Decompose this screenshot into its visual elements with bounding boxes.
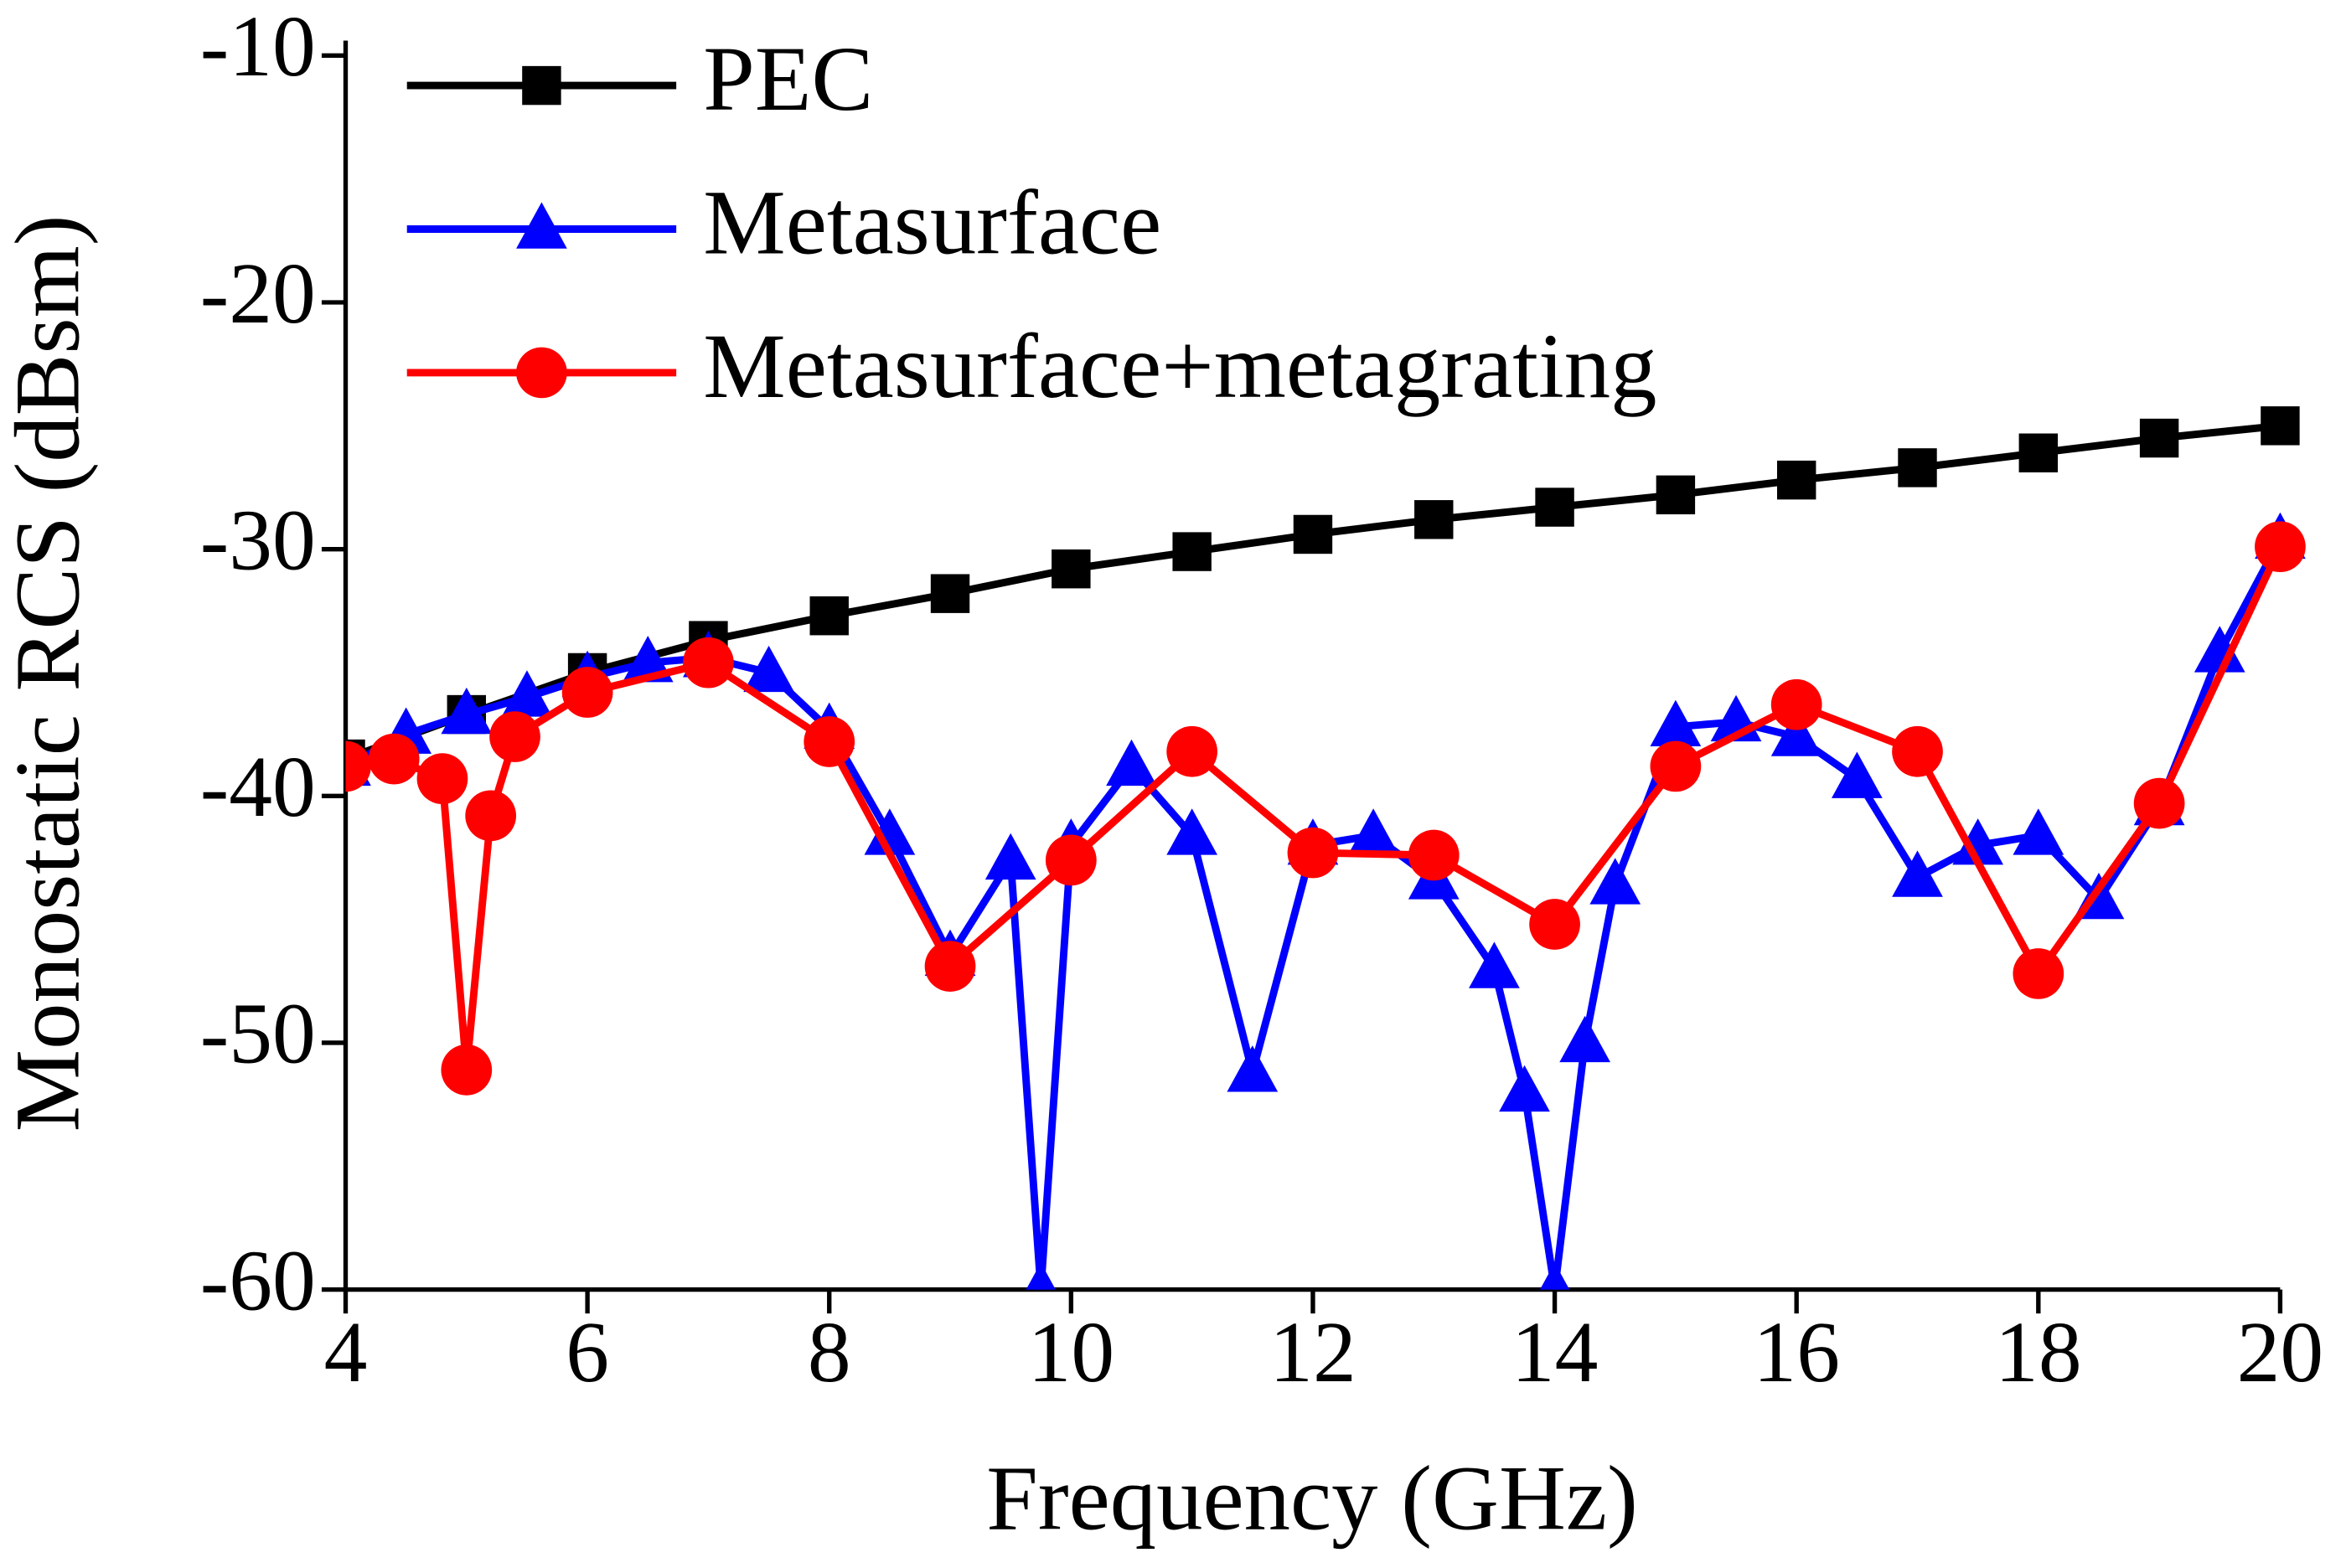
x-tick-label: 4 — [324, 1305, 368, 1400]
marker — [1499, 1065, 1550, 1112]
x-tick-label: 10 — [1028, 1305, 1115, 1400]
marker — [1892, 850, 1943, 897]
marker — [1414, 500, 1454, 539]
series-line — [345, 421, 2281, 763]
y-tick-label: -20 — [200, 246, 316, 342]
marker — [1559, 1015, 1611, 1063]
y-tick-label: -30 — [200, 493, 316, 588]
marker — [1539, 1262, 1570, 1290]
marker — [1172, 532, 1212, 571]
x-tick-label: 16 — [1753, 1305, 1840, 1400]
marker — [2013, 808, 2064, 855]
legend-marker — [522, 65, 561, 106]
marker — [1287, 827, 1339, 879]
marker — [1952, 818, 2004, 865]
x-tick-label: 6 — [566, 1305, 609, 1400]
marker — [1227, 1045, 1279, 1092]
marker — [465, 790, 517, 842]
y-tick-label: -50 — [200, 987, 316, 1082]
legend-label: Metasurface+metagrating — [703, 314, 1656, 417]
y-axis-label: Monostatic RCS (dBsm) — [0, 214, 98, 1132]
marker — [924, 941, 976, 992]
marker — [1166, 725, 1218, 777]
marker — [1656, 475, 1696, 515]
marker — [864, 808, 916, 855]
marker — [2013, 948, 2064, 999]
marker — [1347, 808, 1399, 855]
x-tick-label: 18 — [1995, 1305, 2082, 1400]
marker — [1770, 709, 1822, 756]
marker — [930, 574, 970, 613]
legend-marker — [516, 347, 567, 399]
marker — [2255, 521, 2306, 573]
x-tick-label: 8 — [808, 1305, 851, 1400]
marker — [1898, 448, 1937, 487]
marker — [2194, 626, 2245, 673]
marker — [1026, 1262, 1056, 1290]
marker — [809, 596, 849, 636]
y-tick-label: -40 — [200, 740, 316, 835]
marker — [441, 1044, 493, 1096]
marker — [441, 687, 493, 735]
y-tick-label: -60 — [200, 1233, 316, 1328]
marker — [2018, 433, 2059, 472]
marker — [1469, 941, 1520, 988]
marker — [1166, 808, 1218, 855]
marker — [1408, 829, 1460, 881]
x-tick-label: 12 — [1269, 1305, 1356, 1400]
legend-label: PEC — [703, 27, 873, 130]
marker — [1831, 751, 1883, 798]
legend-label: Metasurface — [703, 170, 1161, 273]
marker — [1529, 899, 1580, 950]
marker — [683, 637, 734, 689]
marker — [804, 716, 855, 767]
legend-marker — [516, 202, 567, 249]
x-tick-label: 20 — [2237, 1305, 2324, 1400]
x-tick-label: 14 — [1511, 1305, 1599, 1400]
y-tick-label: -10 — [200, 0, 316, 95]
marker — [1589, 858, 1641, 905]
plot-area — [345, 406, 2306, 1290]
marker — [2133, 777, 2185, 829]
marker — [345, 740, 371, 792]
marker — [1535, 487, 1574, 527]
marker — [368, 733, 420, 785]
series-line — [345, 537, 2284, 1290]
marker — [743, 645, 794, 693]
marker — [1045, 834, 1097, 886]
marker — [1892, 725, 1943, 777]
series-line — [345, 544, 2284, 1074]
marker — [489, 711, 540, 762]
marker — [501, 670, 553, 717]
marker — [1650, 740, 1702, 792]
marker — [561, 667, 613, 718]
marker — [2261, 406, 2300, 446]
marker — [1776, 460, 1816, 500]
marker — [1650, 699, 1702, 746]
marker — [1293, 514, 1333, 554]
x-axis-label: Frequency (GHz) — [986, 1447, 1638, 1550]
marker — [416, 753, 468, 805]
marker — [1770, 678, 1822, 730]
marker — [984, 833, 1036, 880]
marker — [1052, 549, 1091, 589]
marker — [2139, 418, 2179, 458]
marker — [1106, 739, 1157, 787]
